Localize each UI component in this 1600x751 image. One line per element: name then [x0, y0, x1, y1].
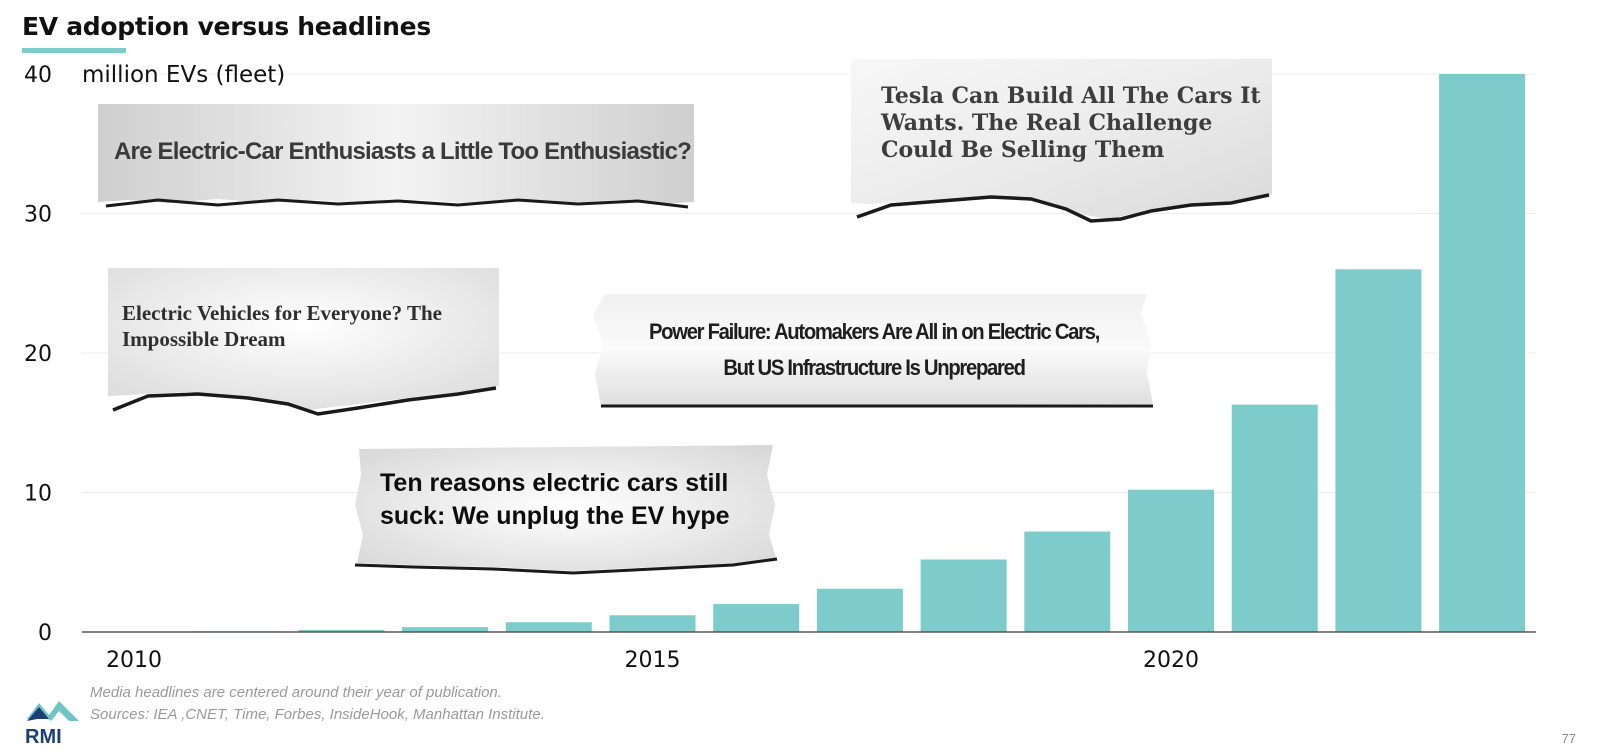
headline-clipping: Tesla Can Build All The Cars It Wants. T… — [851, 59, 1272, 227]
y-tick-label: 0 — [38, 621, 52, 646]
bar-2015 — [609, 615, 696, 632]
headline-text: Tesla Can Build All The Cars It Wants. T… — [881, 83, 1261, 163]
bar-2014 — [505, 622, 592, 632]
bar-2020 — [1128, 489, 1214, 632]
x-tick-label: 2010 — [106, 648, 162, 673]
footer-sources: Sources: IEA ,CNET, Time, Forbes, Inside… — [90, 706, 545, 723]
headline-clipping: Are Electric-Car Enthusiasts a Little To… — [98, 104, 694, 214]
title-underline — [22, 48, 126, 53]
page-number: 77 — [1561, 731, 1576, 746]
page-title: EV adoption versus headlines — [22, 12, 431, 41]
x-tick-label: 2015 — [625, 648, 681, 673]
y-tick-label: 10 — [24, 482, 52, 507]
x-tick-label: 2020 — [1143, 648, 1199, 673]
logo-text: RMI — [25, 726, 62, 745]
y-tick-label: 30 — [24, 203, 52, 228]
bar-2022 — [1335, 269, 1422, 632]
bar-2019 — [1024, 531, 1111, 632]
y-axis-label: million EVs (fleet) — [82, 62, 285, 88]
footer-note: Media headlines are centered around thei… — [90, 684, 502, 701]
bar-2023 — [1439, 74, 1526, 632]
headline-text: Are Electric-Car Enthusiasts a Little To… — [114, 138, 692, 165]
bar-2016 — [713, 604, 800, 632]
y-tick-label: 20 — [24, 342, 52, 367]
headline-clipping: Power Failure: Automakers Are All in on … — [591, 294, 1157, 414]
bar-2017 — [816, 588, 903, 632]
headline-text: Electric Vehicles for Everyone? The Impo… — [122, 301, 443, 351]
bar-2021 — [1231, 404, 1318, 632]
headline-clipping: Electric Vehicles for Everyone? The Impo… — [108, 268, 499, 418]
bar-2012 — [298, 629, 385, 632]
headline-clipping: Ten reasons electric cars still suck: We… — [353, 445, 780, 575]
bar-2013 — [402, 627, 489, 632]
rmi-logo: RMI — [25, 701, 79, 745]
y-tick-label: 40 — [24, 63, 52, 88]
headline-text: Power Failure: Automakers Are All in on … — [648, 319, 1100, 380]
headline-text: Ten reasons electric cars still suck: We… — [380, 469, 730, 530]
bar-2018 — [920, 559, 1007, 632]
